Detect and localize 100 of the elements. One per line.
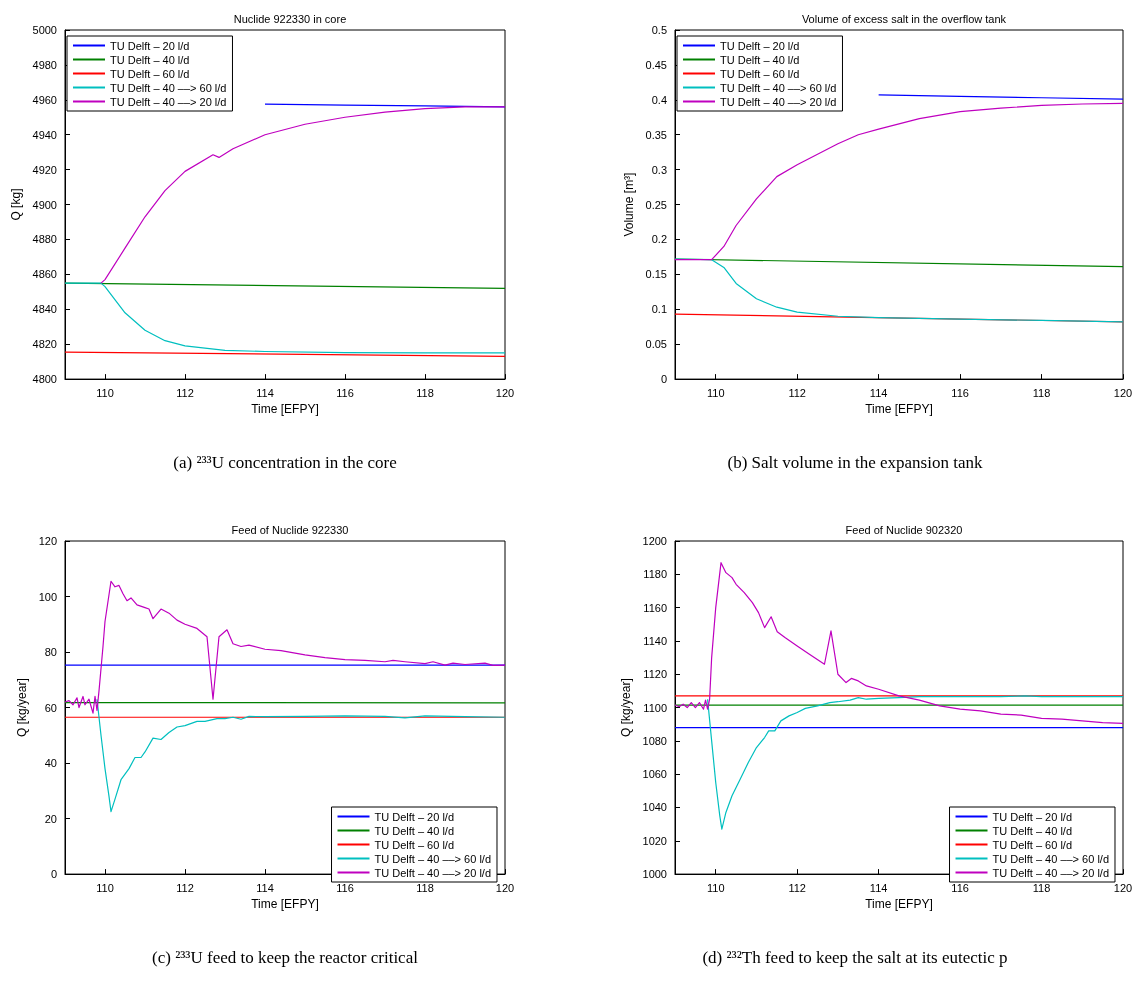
- legend-label: TU Delft – 40 ––> 20 l/d: [720, 95, 837, 108]
- text: (a) ²³³U concentration in the core: [172, 453, 398, 473]
- y-tick-label: 1180: [643, 568, 667, 581]
- legend-label: TU Delft – 60 l/d: [992, 838, 1072, 851]
- x-tick-label: 120: [495, 386, 515, 399]
- y-tick-label: 0: [50, 868, 57, 881]
- legend-label: TU Delft – 40 ––> 60 l/d: [992, 852, 1109, 865]
- y-tick-label: 0.35: [645, 128, 667, 141]
- y-tick-label: 0.15: [645, 268, 667, 281]
- y-tick-label: 4920: [32, 163, 57, 176]
- x-tick-label: 118: [1032, 386, 1051, 399]
- x-tick-label: 114: [869, 881, 888, 894]
- legend-label: TU Delft – 40 l/d: [110, 53, 190, 66]
- x-axis-title: Time [EFPY]: [865, 402, 933, 416]
- legend-label: TU Delft – 40 l/d: [992, 824, 1072, 837]
- y-tick-label: 100: [38, 590, 57, 603]
- y-axis-title: Q [kg/year]: [14, 678, 29, 737]
- y-tick-label: 0.3: [651, 163, 667, 176]
- legend-label: TU Delft – 40 l/d: [374, 824, 454, 837]
- legend-label: TU Delft – 40 l/d: [720, 53, 800, 66]
- y-tick-label: 5000: [32, 24, 57, 36]
- y-tick-label: 120: [38, 535, 57, 547]
- y-tick-label: 80: [44, 646, 57, 659]
- y-tick-label: 40: [44, 757, 57, 770]
- y-tick-label: 4820: [32, 338, 57, 351]
- y-tick-label: 1120: [643, 668, 667, 681]
- y-tick-label: 4960: [32, 93, 57, 106]
- y-tick-label: 0.2: [651, 233, 667, 246]
- x-tick-label: 116: [336, 386, 354, 399]
- y-tick-label: 1060: [642, 768, 667, 781]
- x-tick-label: 116: [951, 386, 969, 399]
- y-tick-label: 0.1: [651, 303, 667, 316]
- y-tick-label: 0.5: [651, 24, 667, 36]
- y-tick-label: 1140: [643, 634, 667, 647]
- x-tick-label: 110: [706, 386, 725, 399]
- y-tick-label: 1020: [642, 834, 667, 847]
- text: (d) ²³²Th feed to keep the salt at its eutectic p: [701, 948, 1009, 968]
- x-tick-label: 112: [176, 881, 194, 894]
- legend-label: TU Delft – 40 ––> 60 l/d: [720, 81, 837, 94]
- x-tick-label: 112: [788, 386, 806, 399]
- y-tick-label: 4800: [32, 373, 57, 386]
- y-tick-label: 4880: [32, 233, 57, 246]
- x-tick-label: 112: [176, 386, 194, 399]
- y-tick-label: 1040: [642, 801, 667, 814]
- y-tick-label: 4940: [32, 128, 57, 141]
- y-tick-label: 1160: [643, 601, 667, 614]
- legend-label: TU Delft – 20 l/d: [992, 810, 1072, 823]
- y-tick-label: 1000: [642, 868, 667, 881]
- y-tick-label: 0: [660, 373, 667, 386]
- x-tick-label: 118: [1032, 881, 1051, 894]
- legend-label: TU Delft – 20 l/d: [720, 39, 800, 52]
- y-tick-label: 0.45: [645, 58, 667, 71]
- legend-label: TU Delft – 40 ––> 20 l/d: [110, 95, 227, 108]
- y-tick-label: 0.05: [645, 338, 667, 351]
- text: (b) Salt volume in the expansion tank: [726, 453, 984, 473]
- legend-label: TU Delft – 40 ––> 20 l/d: [374, 866, 491, 879]
- legend-label: TU Delft – 60 l/d: [110, 67, 190, 80]
- x-tick-label: 120: [495, 881, 515, 894]
- legend-label: TU Delft – 40 ––> 60 l/d: [110, 81, 227, 94]
- chart-title: Volume of excess salt in the overflow tank: [801, 12, 1007, 25]
- y-tick-label: 0.4: [651, 93, 667, 106]
- y-tick-label: 0.25: [645, 198, 667, 211]
- legend-label: TU Delft – 20 l/d: [374, 810, 454, 823]
- y-axis-title: Q [kg]: [8, 188, 23, 221]
- y-tick-label: 1080: [642, 734, 667, 747]
- chart-title: Feed of Nuclide 902320: [845, 523, 963, 536]
- x-tick-label: 110: [706, 881, 725, 894]
- text: (c) ²³³U feed to keep the reactor critical: [151, 948, 419, 968]
- y-tick-label: 20: [44, 812, 57, 825]
- y-tick-label: 4980: [32, 58, 57, 71]
- y-axis-title: Q [kg/year]: [618, 678, 633, 737]
- y-tick-label: 4860: [32, 268, 57, 281]
- x-tick-label: 116: [336, 881, 354, 894]
- x-tick-label: 118: [416, 881, 434, 894]
- y-tick-label: 1100: [643, 701, 667, 714]
- legend-label: TU Delft – 60 l/d: [374, 838, 454, 851]
- x-tick-label: 120: [1113, 386, 1133, 399]
- x-tick-label: 110: [96, 386, 114, 399]
- legend-label: TU Delft – 60 l/d: [720, 67, 800, 80]
- x-axis-title: Time [EFPY]: [865, 897, 933, 911]
- x-tick-label: 118: [416, 386, 434, 399]
- y-tick-label: 4900: [32, 198, 57, 211]
- y-axis-title: Volume [m³]: [621, 172, 636, 237]
- y-tick-label: 1200: [642, 535, 667, 547]
- legend-label: TU Delft – 40 ––> 60 l/d: [374, 852, 491, 865]
- chart-title: Nuclide 922330 in core: [233, 12, 347, 25]
- y-tick-label: 60: [44, 701, 57, 714]
- x-axis-title: Time [EFPY]: [251, 402, 319, 416]
- x-tick-label: 116: [951, 881, 969, 894]
- legend-label: TU Delft – 40 ––> 20 l/d: [992, 866, 1109, 879]
- chart-title: Feed of Nuclide 922330: [231, 523, 349, 536]
- x-tick-label: 114: [869, 386, 888, 399]
- x-tick-label: 120: [1113, 881, 1133, 894]
- x-axis-title: Time [EFPY]: [251, 897, 319, 911]
- x-tick-label: 110: [96, 881, 114, 894]
- x-tick-label: 114: [256, 881, 274, 894]
- x-tick-label: 114: [256, 386, 274, 399]
- y-tick-label: 4840: [32, 303, 57, 316]
- legend-label: TU Delft – 20 l/d: [110, 39, 190, 52]
- x-tick-label: 112: [788, 881, 806, 894]
